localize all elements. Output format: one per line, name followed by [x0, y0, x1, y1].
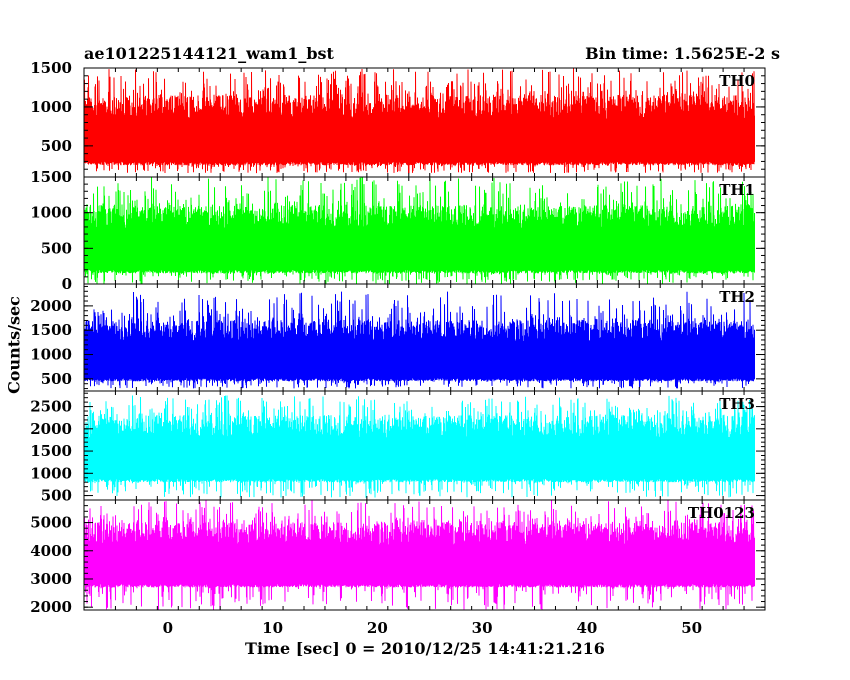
panel-th2: 500 1000 1500 2000 TH2	[30, 283, 766, 392]
y-tick-label: 3000	[30, 570, 72, 588]
panel-frame	[83, 499, 766, 611]
bin-time-label: Bin time: 1.5625E-2 s	[585, 44, 780, 63]
panel-label: TH0123	[688, 504, 755, 522]
y-tick-label: 1500	[30, 321, 72, 339]
panel-label: TH2	[719, 288, 755, 306]
y-tick-label: 2000	[30, 420, 72, 438]
panel-label: TH3	[719, 395, 755, 413]
y-axis-label: Counts/sec	[4, 296, 24, 394]
y-tick-label: 1000	[30, 98, 72, 116]
panel-th1: 0 500 1000 1500 TH1	[30, 168, 766, 293]
y-tick-label: 4000	[30, 542, 72, 560]
series-line-th3	[84, 395, 755, 498]
x-tick-label: 50	[681, 619, 702, 637]
panel-th3: 500 1000 1500 2000 2500 TH3	[30, 390, 766, 505]
panel-label: TH0	[719, 72, 755, 90]
x-tick-label: 30	[472, 619, 493, 637]
x-tick-label: 20	[367, 619, 388, 637]
panel-label: TH1	[719, 181, 755, 199]
x-tick-label: 0	[163, 619, 173, 637]
y-tick-label: 5000	[30, 514, 72, 532]
x-axis-label: Time [sec] 0 = 2010/12/25 14:41:21.216	[245, 639, 605, 658]
y-tick-label: 1500	[30, 59, 72, 77]
y-tick-label: 500	[41, 370, 72, 388]
x-tick-label: 40	[576, 619, 597, 637]
y-tick-label: 2000	[30, 598, 72, 616]
y-tick-label: 500	[41, 137, 72, 155]
series-line-th0	[84, 68, 755, 174]
x-tick-label: 10	[262, 619, 283, 637]
y-tick-label: 2500	[30, 398, 72, 416]
y-tick-label: 500	[41, 487, 72, 505]
y-tick-label: 1000	[30, 346, 72, 364]
chart-title: ae101225144121_wam1_bst	[84, 44, 334, 63]
series-line-th0123	[84, 500, 755, 610]
y-tick-label: 2000	[30, 297, 72, 315]
y-tick-label: 1500	[30, 442, 72, 460]
panel-th0123: 2000 3000 4000 5000 TH0123	[30, 499, 766, 616]
panel-th0: 500 1000 1500 TH0	[30, 59, 766, 178]
y-tick-label: 500	[41, 239, 72, 257]
y-tick-label: 1000	[30, 204, 72, 222]
y-tick-label: 1000	[30, 464, 72, 482]
series-line-th2	[84, 291, 755, 389]
y-tick-label: 1500	[30, 168, 72, 186]
y-tick-label: 0	[62, 275, 72, 293]
series-line-th1	[84, 177, 755, 284]
